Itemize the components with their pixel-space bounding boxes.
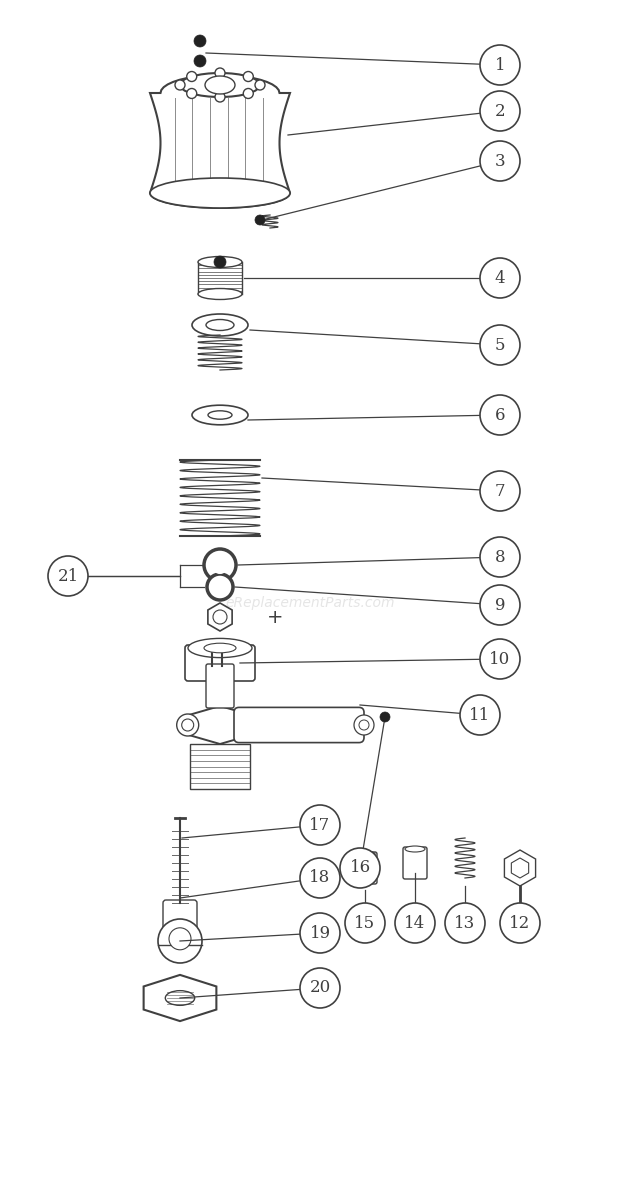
Circle shape bbox=[158, 919, 202, 963]
Ellipse shape bbox=[192, 313, 248, 336]
Polygon shape bbox=[187, 706, 253, 744]
Text: 18: 18 bbox=[309, 870, 330, 886]
FancyBboxPatch shape bbox=[206, 664, 234, 707]
Text: 4: 4 bbox=[495, 270, 505, 286]
Ellipse shape bbox=[206, 319, 234, 330]
Text: 8: 8 bbox=[495, 549, 505, 565]
Ellipse shape bbox=[177, 715, 198, 736]
Circle shape bbox=[380, 712, 390, 722]
Text: 11: 11 bbox=[469, 706, 490, 724]
Text: 14: 14 bbox=[404, 914, 425, 931]
Ellipse shape bbox=[355, 851, 375, 856]
Circle shape bbox=[480, 258, 520, 298]
Circle shape bbox=[480, 586, 520, 625]
Circle shape bbox=[187, 89, 197, 98]
FancyBboxPatch shape bbox=[403, 847, 427, 879]
Circle shape bbox=[187, 71, 197, 82]
Circle shape bbox=[460, 694, 500, 735]
Text: 1: 1 bbox=[495, 57, 505, 73]
Circle shape bbox=[300, 804, 340, 845]
Circle shape bbox=[500, 903, 540, 943]
Circle shape bbox=[300, 858, 340, 898]
Circle shape bbox=[480, 91, 520, 131]
Circle shape bbox=[480, 471, 520, 511]
Circle shape bbox=[243, 89, 254, 98]
Circle shape bbox=[213, 610, 227, 623]
Ellipse shape bbox=[405, 846, 425, 852]
Circle shape bbox=[213, 580, 227, 594]
Circle shape bbox=[395, 903, 435, 943]
Text: 5: 5 bbox=[495, 336, 505, 354]
FancyBboxPatch shape bbox=[163, 900, 197, 935]
Circle shape bbox=[255, 80, 265, 90]
Ellipse shape bbox=[354, 715, 374, 735]
Text: 12: 12 bbox=[510, 914, 531, 931]
Circle shape bbox=[480, 395, 520, 435]
Circle shape bbox=[194, 35, 206, 47]
Circle shape bbox=[215, 92, 225, 102]
FancyBboxPatch shape bbox=[234, 707, 364, 743]
Ellipse shape bbox=[192, 406, 248, 425]
Text: 9: 9 bbox=[495, 596, 505, 614]
Circle shape bbox=[207, 574, 233, 600]
Ellipse shape bbox=[180, 73, 260, 97]
Circle shape bbox=[340, 848, 380, 888]
Circle shape bbox=[300, 913, 340, 953]
FancyBboxPatch shape bbox=[185, 645, 255, 681]
Circle shape bbox=[214, 256, 226, 269]
Circle shape bbox=[480, 537, 520, 577]
Circle shape bbox=[345, 903, 385, 943]
Circle shape bbox=[480, 325, 520, 366]
Ellipse shape bbox=[359, 720, 369, 730]
Text: 20: 20 bbox=[309, 980, 330, 996]
Ellipse shape bbox=[198, 257, 242, 267]
Text: 16: 16 bbox=[350, 860, 371, 877]
Text: eReplacementParts.com: eReplacementParts.com bbox=[225, 596, 395, 610]
FancyBboxPatch shape bbox=[353, 852, 377, 884]
Text: 7: 7 bbox=[495, 483, 505, 499]
Bar bbox=[190, 744, 250, 789]
Text: 15: 15 bbox=[355, 914, 376, 931]
Ellipse shape bbox=[150, 177, 290, 208]
Circle shape bbox=[243, 71, 254, 82]
Text: 10: 10 bbox=[489, 651, 511, 667]
Text: 2: 2 bbox=[495, 103, 505, 119]
Text: +: + bbox=[267, 608, 283, 627]
Ellipse shape bbox=[188, 639, 252, 658]
Text: 19: 19 bbox=[309, 924, 330, 942]
Polygon shape bbox=[150, 75, 290, 208]
Ellipse shape bbox=[205, 76, 235, 93]
Circle shape bbox=[175, 80, 185, 90]
Ellipse shape bbox=[208, 411, 232, 419]
Circle shape bbox=[169, 927, 191, 950]
Ellipse shape bbox=[198, 289, 242, 299]
Polygon shape bbox=[208, 603, 232, 631]
Circle shape bbox=[480, 639, 520, 679]
Text: 3: 3 bbox=[495, 153, 505, 169]
Circle shape bbox=[204, 549, 236, 581]
Circle shape bbox=[255, 215, 265, 225]
Ellipse shape bbox=[166, 990, 195, 1006]
Polygon shape bbox=[144, 975, 216, 1021]
Text: 6: 6 bbox=[495, 407, 505, 424]
Ellipse shape bbox=[182, 719, 193, 731]
Circle shape bbox=[480, 141, 520, 181]
Circle shape bbox=[194, 54, 206, 67]
Polygon shape bbox=[505, 851, 536, 886]
Ellipse shape bbox=[204, 644, 236, 653]
Circle shape bbox=[215, 67, 225, 78]
Circle shape bbox=[445, 903, 485, 943]
Circle shape bbox=[48, 556, 88, 596]
Circle shape bbox=[300, 968, 340, 1008]
Circle shape bbox=[211, 556, 229, 574]
Text: 21: 21 bbox=[58, 568, 79, 584]
Text: 17: 17 bbox=[309, 816, 330, 834]
Polygon shape bbox=[512, 858, 529, 878]
Circle shape bbox=[480, 45, 520, 85]
Text: 13: 13 bbox=[454, 914, 476, 931]
